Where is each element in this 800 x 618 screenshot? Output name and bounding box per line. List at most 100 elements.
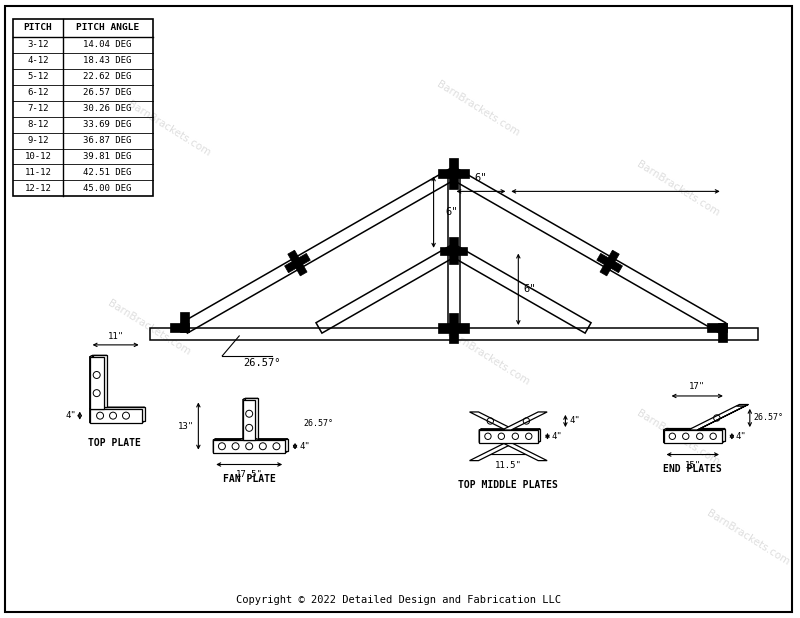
Text: 4": 4" <box>736 432 746 441</box>
Text: 14.04 DEG: 14.04 DEG <box>83 40 132 49</box>
Polygon shape <box>214 440 285 452</box>
Text: 26.57°: 26.57° <box>243 358 281 368</box>
Polygon shape <box>438 323 469 332</box>
Polygon shape <box>214 439 216 452</box>
Text: 3-12: 3-12 <box>27 40 49 49</box>
Text: 36.87 DEG: 36.87 DEG <box>83 136 132 145</box>
Polygon shape <box>90 421 145 423</box>
Polygon shape <box>438 169 469 178</box>
Text: 45.00 DEG: 45.00 DEG <box>83 184 132 193</box>
Polygon shape <box>285 253 310 273</box>
Polygon shape <box>180 312 189 332</box>
Polygon shape <box>663 430 722 442</box>
Text: 5-12: 5-12 <box>27 72 49 81</box>
Text: BarnBrackets.com: BarnBrackets.com <box>126 99 213 158</box>
Text: 26.57°: 26.57° <box>303 420 333 428</box>
Text: 13": 13" <box>178 421 194 431</box>
Text: 8-12: 8-12 <box>27 120 49 129</box>
Polygon shape <box>449 158 458 188</box>
Text: TOP PLATE: TOP PLATE <box>88 438 141 447</box>
Polygon shape <box>243 399 246 440</box>
Text: BarnBrackets.com: BarnBrackets.com <box>634 408 721 467</box>
Text: 4": 4" <box>65 411 76 420</box>
Polygon shape <box>597 253 622 273</box>
Polygon shape <box>216 439 287 451</box>
Text: END PLATES: END PLATES <box>663 465 722 475</box>
Text: 26.57 DEG: 26.57 DEG <box>83 88 132 97</box>
Polygon shape <box>90 357 104 408</box>
Polygon shape <box>479 429 540 430</box>
Polygon shape <box>255 399 258 440</box>
Text: FAN PLATE: FAN PLATE <box>222 475 276 485</box>
Polygon shape <box>706 323 727 332</box>
Polygon shape <box>663 428 666 442</box>
Polygon shape <box>90 407 93 423</box>
Polygon shape <box>470 442 514 460</box>
Polygon shape <box>449 313 458 343</box>
Polygon shape <box>737 404 748 406</box>
Polygon shape <box>246 399 258 439</box>
Polygon shape <box>482 429 540 441</box>
Polygon shape <box>104 355 106 408</box>
Polygon shape <box>253 438 285 452</box>
Text: 15": 15" <box>685 460 701 470</box>
Polygon shape <box>90 355 93 408</box>
Polygon shape <box>142 407 145 423</box>
Text: PITCH ANGLE: PITCH ANGLE <box>76 23 139 32</box>
Text: 17": 17" <box>689 382 706 391</box>
Polygon shape <box>93 355 106 407</box>
Text: 42.51 DEG: 42.51 DEG <box>83 168 132 177</box>
Polygon shape <box>688 406 746 430</box>
Polygon shape <box>600 250 619 276</box>
Text: BarnBrackets.com: BarnBrackets.com <box>705 508 790 567</box>
Polygon shape <box>93 407 145 421</box>
Polygon shape <box>288 250 307 276</box>
Polygon shape <box>479 430 538 442</box>
Polygon shape <box>285 439 287 452</box>
Text: 39.81 DEG: 39.81 DEG <box>83 152 132 161</box>
Text: BarnBrackets.com: BarnBrackets.com <box>446 328 531 387</box>
Text: 33.69 DEG: 33.69 DEG <box>83 120 132 129</box>
Polygon shape <box>170 323 189 332</box>
Polygon shape <box>663 441 725 442</box>
Text: 6": 6" <box>446 207 458 217</box>
Text: PITCH: PITCH <box>23 23 52 32</box>
Polygon shape <box>479 441 540 442</box>
Polygon shape <box>666 428 725 441</box>
Text: BarnBrackets.com: BarnBrackets.com <box>435 79 522 138</box>
Polygon shape <box>440 247 467 255</box>
Text: 4-12: 4-12 <box>27 56 49 66</box>
Polygon shape <box>502 412 547 430</box>
Text: BarnBrackets.com: BarnBrackets.com <box>634 159 721 218</box>
Polygon shape <box>450 237 458 264</box>
Polygon shape <box>214 438 246 452</box>
Text: 6": 6" <box>523 284 536 294</box>
Text: 9-12: 9-12 <box>27 136 49 145</box>
Polygon shape <box>90 355 106 357</box>
Text: 11-12: 11-12 <box>25 168 51 177</box>
Polygon shape <box>538 429 540 442</box>
Text: 11": 11" <box>107 332 124 341</box>
Polygon shape <box>214 439 287 440</box>
Polygon shape <box>243 400 255 440</box>
Polygon shape <box>698 404 748 430</box>
Text: 22.62 DEG: 22.62 DEG <box>83 72 132 81</box>
Polygon shape <box>90 407 106 408</box>
Polygon shape <box>243 439 258 440</box>
Polygon shape <box>722 428 725 442</box>
Text: 30.26 DEG: 30.26 DEG <box>83 104 132 113</box>
Text: Copyright © 2022 Detailed Design and Fabrication LLC: Copyright © 2022 Detailed Design and Fab… <box>236 595 562 605</box>
Text: 12-12: 12-12 <box>25 184 51 193</box>
Text: 7-12: 7-12 <box>27 104 49 113</box>
Polygon shape <box>663 428 725 430</box>
Polygon shape <box>502 442 547 460</box>
Text: 4": 4" <box>551 432 562 441</box>
Polygon shape <box>479 429 482 442</box>
Polygon shape <box>243 399 258 400</box>
Polygon shape <box>90 407 145 408</box>
Polygon shape <box>90 408 142 423</box>
Text: BarnBrackets.com: BarnBrackets.com <box>106 298 193 357</box>
Text: TOP MIDDLE PLATES: TOP MIDDLE PLATES <box>458 480 558 491</box>
Text: 6": 6" <box>474 174 486 184</box>
Text: 11.5": 11.5" <box>495 460 522 470</box>
